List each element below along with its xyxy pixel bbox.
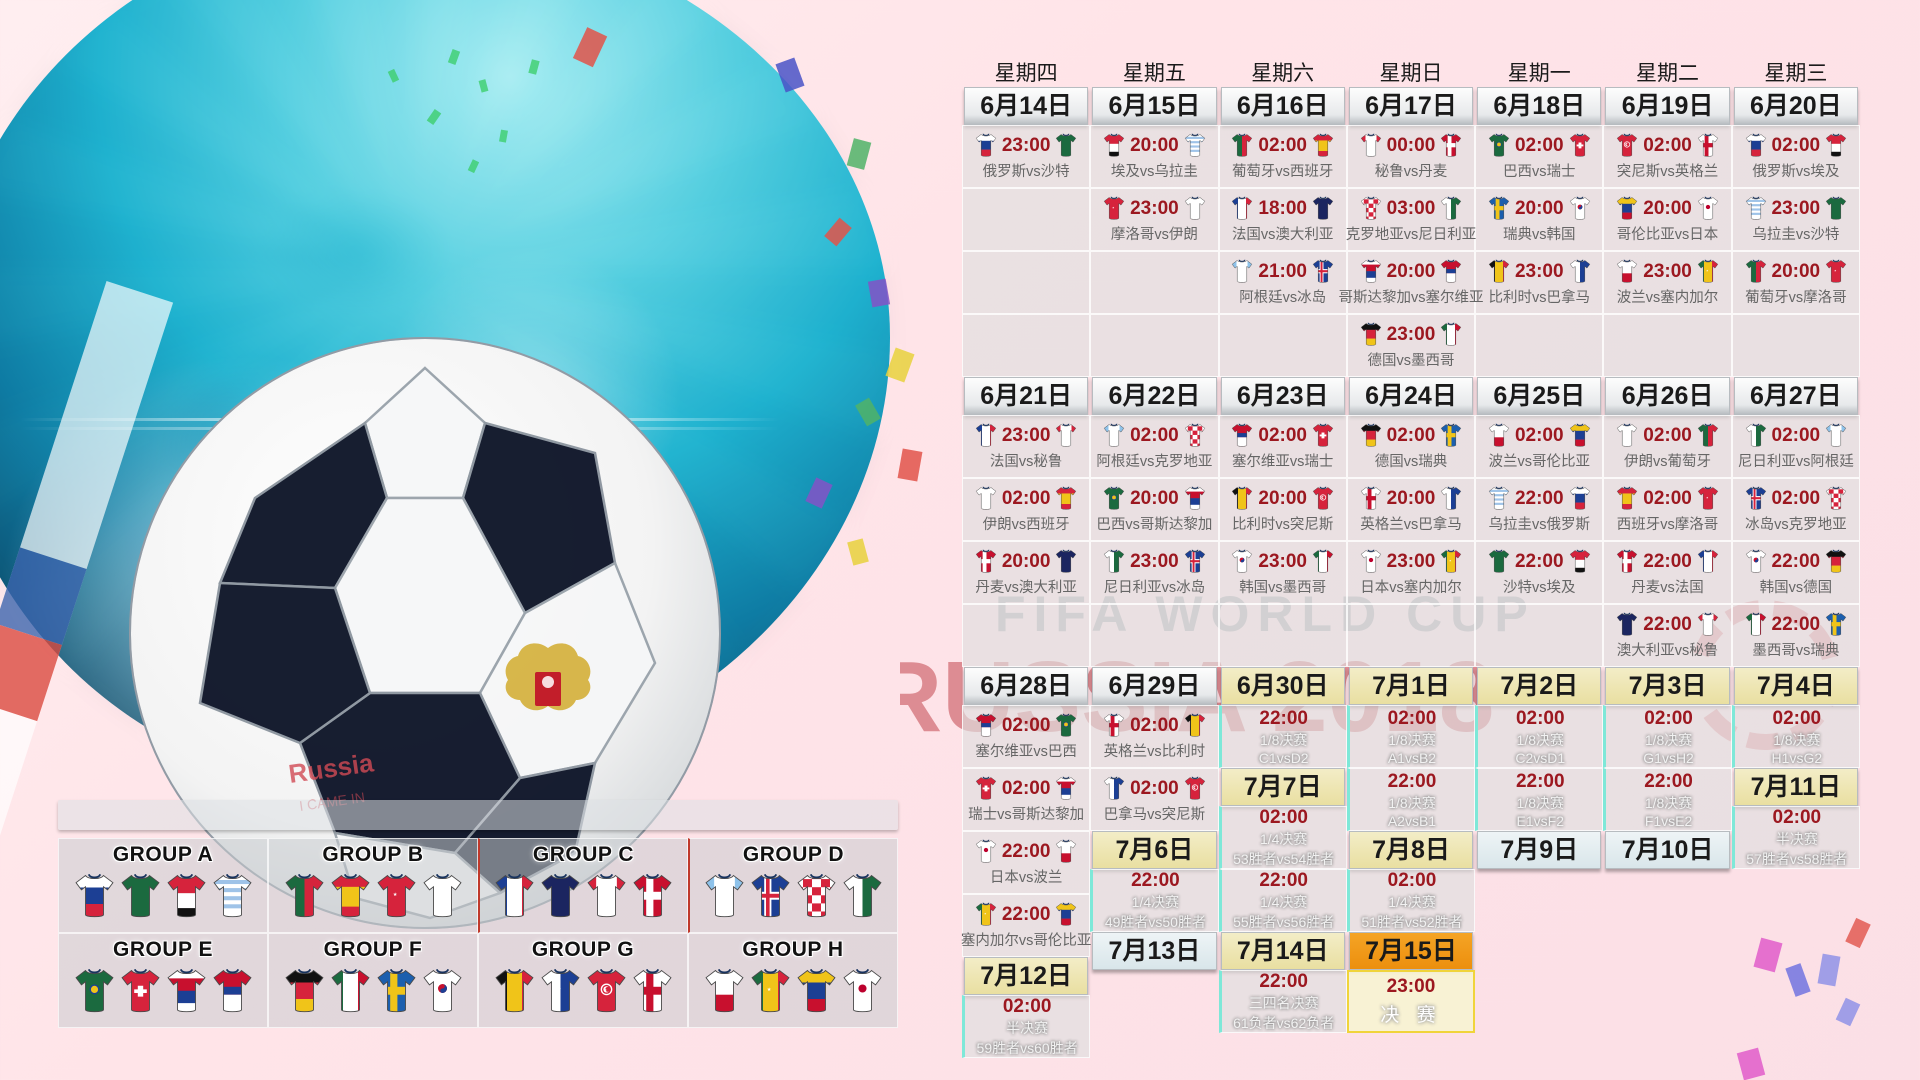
svg-text:★: ★ (766, 987, 771, 993)
svg-text:★: ★ (556, 987, 561, 993)
svg-text:★: ★ (604, 988, 607, 992)
svg-text:★: ★ (392, 892, 397, 898)
